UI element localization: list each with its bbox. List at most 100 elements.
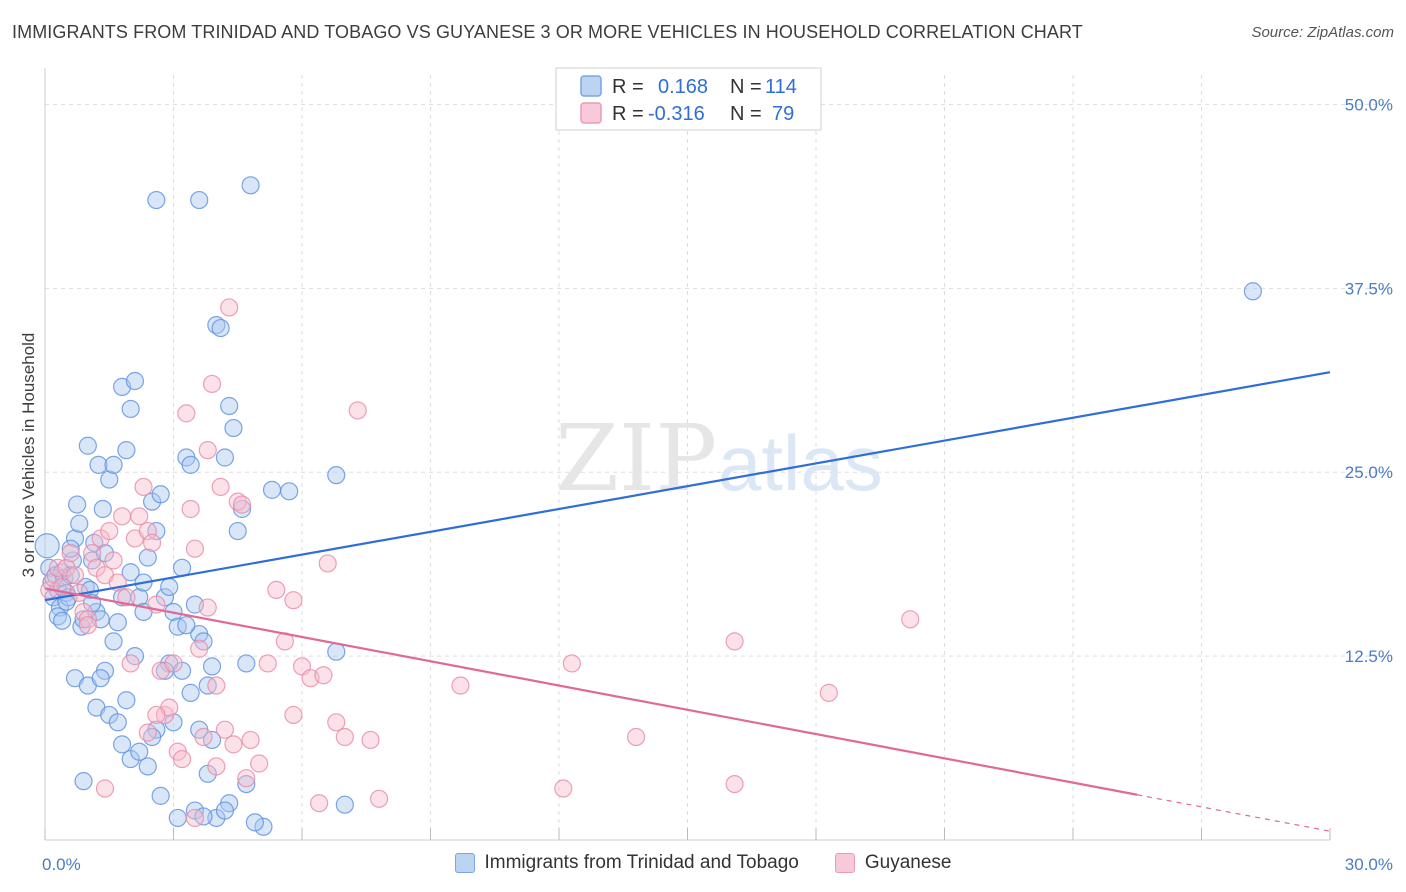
point-trinidad <box>125 371 145 391</box>
point-trinidad <box>160 577 179 597</box>
point-guyanese <box>725 774 744 794</box>
point-trinidad <box>1243 282 1263 301</box>
point-trinidad <box>117 441 136 460</box>
point-trinidad <box>280 482 299 501</box>
bottom-legend-swatch-pink <box>834 853 855 873</box>
point-guyanese <box>134 477 153 497</box>
point-trinidad <box>72 617 91 636</box>
point-trinidad <box>262 480 282 499</box>
point-trinidad <box>224 418 243 438</box>
bottom-legend-label-trinidad: Immigrants from Trinidad and Tobago <box>484 852 799 873</box>
point-trinidad <box>327 642 346 661</box>
point-trinidad <box>100 470 119 489</box>
legend-n-value-2: 79 <box>772 103 794 125</box>
point-trinidad <box>108 613 127 632</box>
point-trinidad <box>138 548 157 567</box>
trend-lines <box>44 371 1331 832</box>
y-tick-label: 37.5% <box>1345 279 1393 298</box>
chart-title: IMMIGRANTS FROM TRINIDAD AND TOBAGO VS G… <box>12 22 1083 42</box>
point-guyanese <box>112 507 132 526</box>
legend-r-value-1: 0.168 <box>658 76 708 98</box>
bottom-legend-swatch-blue <box>454 853 475 873</box>
point-trinidad <box>89 455 108 474</box>
x-tick-label-max: 30.0% <box>1345 855 1393 874</box>
point-guyanese <box>250 754 269 773</box>
point-guyanese <box>819 683 838 702</box>
point-trinidad <box>202 657 222 676</box>
bottom-legend: Immigrants from Trinidad and Tobago Guya… <box>0 852 1406 874</box>
point-trinidad <box>108 713 127 732</box>
point-guyanese <box>327 713 346 732</box>
point-guyanese <box>142 533 162 552</box>
y-tick-label: 12.5% <box>1345 647 1393 666</box>
point-trinidad <box>177 616 196 635</box>
legend-n-label-1: N = <box>730 76 762 98</box>
legend-n-label-2: N = <box>730 103 762 125</box>
point-trinidad <box>104 632 123 651</box>
point-guyanese <box>211 477 230 497</box>
watermark-zip: ZIP <box>555 405 717 512</box>
point-trinidad <box>34 533 60 559</box>
point-trinidad <box>104 455 123 474</box>
legend-r-label-1: R = <box>612 76 644 98</box>
point-guyanese <box>78 610 97 629</box>
point-guyanese <box>172 749 192 769</box>
watermark: ZIP atlas <box>555 405 883 512</box>
point-guyanese <box>207 676 226 695</box>
point-guyanese <box>348 401 367 420</box>
point-guyanese <box>78 616 97 635</box>
legend-n-value-1: 114 <box>765 76 797 98</box>
point-guyanese <box>284 591 303 610</box>
point-trinidad <box>61 539 80 558</box>
point-trinidad <box>138 757 157 776</box>
point-guyanese <box>554 779 573 798</box>
point-guyanese <box>901 610 920 629</box>
point-trinidad <box>130 742 149 761</box>
y-tick-label: 50.0% <box>1345 95 1393 114</box>
legend-r-value-2: -0.316 <box>648 103 705 125</box>
point-trinidad <box>63 551 82 570</box>
point-trinidad <box>215 801 234 820</box>
axes <box>44 68 1331 841</box>
point-guyanese <box>185 808 205 828</box>
point-trinidad <box>121 563 140 582</box>
point-guyanese <box>626 727 646 747</box>
point-trinidad <box>65 529 85 548</box>
point-guyanese <box>121 654 140 673</box>
point-trinidad <box>70 514 89 533</box>
gridlines <box>45 75 1390 840</box>
point-guyanese <box>138 521 157 541</box>
point-trinidad <box>78 436 97 455</box>
y-axis-title: 3 or more Vehicles in Household <box>19 333 38 578</box>
trend-line-guyanese <box>44 587 1138 796</box>
point-trinidad <box>181 455 200 474</box>
point-guyanese <box>194 727 213 747</box>
point-trinidad <box>237 774 256 794</box>
source-credit: Source: ZipAtlas.com <box>1251 24 1394 41</box>
point-guyanese <box>335 727 354 747</box>
point-trinidad <box>117 691 136 710</box>
point-guyanese <box>190 639 209 658</box>
point-guyanese <box>61 544 80 563</box>
point-trinidad <box>93 499 112 519</box>
point-guyanese <box>65 566 85 585</box>
point-guyanese <box>220 298 239 317</box>
data-points <box>34 176 1263 836</box>
point-trinidad <box>220 396 239 416</box>
point-trinidad <box>53 611 72 630</box>
point-trinidad <box>228 521 247 541</box>
bottom-legend-item-guyanese: Guyanese <box>834 852 952 874</box>
y-tick-label: 25.0% <box>1345 463 1393 482</box>
point-guyanese <box>177 404 196 423</box>
point-guyanese <box>314 666 333 685</box>
point-trinidad <box>74 772 93 791</box>
point-guyanese <box>241 730 260 750</box>
point-guyanese <box>83 544 102 563</box>
top-legend: R = 0.168 N = 114 R = -0.316 N = 79 <box>555 67 822 131</box>
point-guyanese <box>232 495 252 514</box>
point-guyanese <box>181 499 200 519</box>
watermark-atlas: atlas <box>718 419 883 507</box>
point-trinidad <box>215 448 234 467</box>
point-guyanese <box>562 654 581 673</box>
